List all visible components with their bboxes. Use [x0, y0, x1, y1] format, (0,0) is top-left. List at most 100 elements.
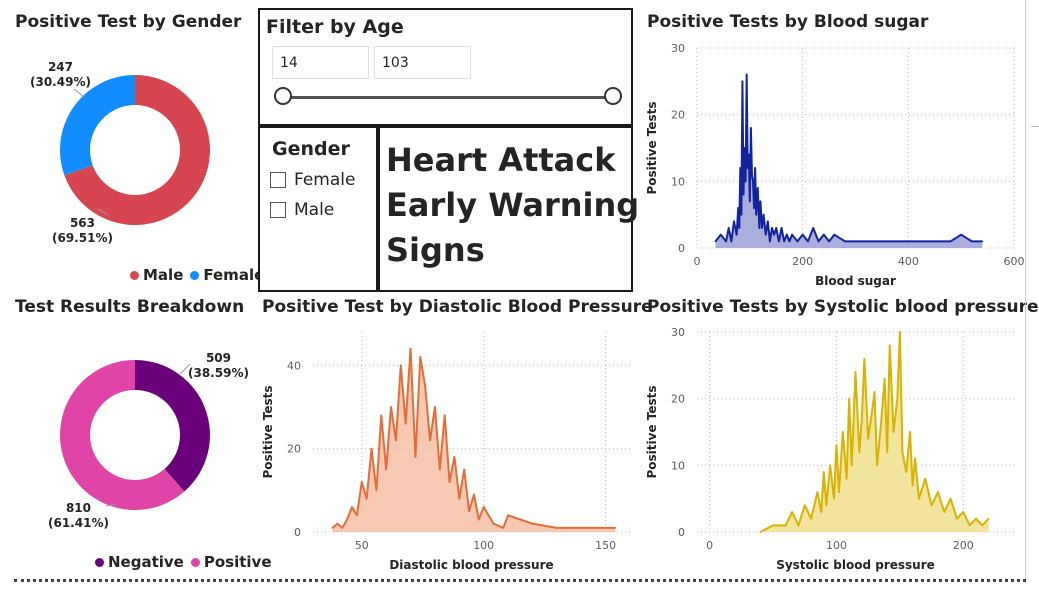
- blood-sugar-point: [752, 180, 754, 183]
- blood-sugar-point: [747, 153, 750, 156]
- diastolic-point: [453, 456, 456, 458]
- age-slider-track[interactable]: [284, 96, 616, 99]
- systolic-point: [848, 397, 850, 400]
- age-slider-max-handle[interactable]: [604, 87, 622, 105]
- positive-slice-value: 810: [65, 501, 91, 515]
- blood-sugar-chart-title: Positive Tests by Blood sugar: [647, 12, 929, 32]
- systolic-chart[interactable]: 0 10 20 30 0 100 200 Systolic blood pressure Pos…: [640, 320, 1025, 578]
- blood-sugar-chart[interactable]: 0 10 20 30 0 200 400 600 Blood sugar Positive Tes…: [640, 36, 1025, 294]
- age-slider-min-handle[interactable]: [274, 87, 292, 105]
- systolic-point: [823, 471, 825, 473]
- diastolic-area: [332, 348, 616, 532]
- systolic-point: [876, 464, 878, 467]
- female-leader-line: [73, 88, 85, 98]
- blood-sugar-point: [949, 240, 952, 243]
- systolic-point: [914, 457, 916, 460]
- blood-sugar-point: [907, 240, 910, 243]
- systolic-point: [896, 397, 899, 400]
- systolic-point: [962, 511, 965, 513]
- diastolic-point: [556, 527, 558, 529]
- blood-sugar-point: [960, 233, 962, 236]
- female-checkbox[interactable]: [270, 172, 286, 188]
- gender-filter-panel: Gender Female Male: [258, 126, 378, 292]
- systolic-point: [854, 371, 857, 373]
- blood-sugar-point: [719, 233, 722, 236]
- positive-leader-line: [105, 503, 117, 507]
- headline-line-1: Heart Attack: [386, 141, 616, 179]
- diastolic-chart[interactable]: 0 20 40 50 100 150 Diastolic blood pressure Pos…: [256, 320, 636, 578]
- blood-sugar-area: [715, 74, 983, 248]
- gender-chart-title: Positive Test by Gender: [15, 12, 242, 32]
- results-positive-slice[interactable]: [60, 360, 185, 510]
- blood-sugar-point: [755, 213, 757, 216]
- systolic-point: [905, 471, 908, 473]
- male-checkbox[interactable]: [270, 202, 286, 218]
- gender-female-slice[interactable]: [60, 75, 135, 176]
- blood-sugar-point: [786, 233, 788, 236]
- blood-sugar-point: [735, 233, 738, 236]
- diastolic-point: [473, 493, 475, 496]
- blood-sugar-point: [744, 180, 747, 183]
- blood-sugar-point: [737, 207, 740, 209]
- blood-sugar-point: [928, 240, 931, 243]
- diastolic-point: [360, 481, 363, 483]
- systolic-x-tick-label: 0: [706, 539, 713, 552]
- blood-sugar-x-tick-label: 200: [792, 255, 813, 268]
- systolic-point: [816, 491, 819, 493]
- gender-option-female[interactable]: Female: [270, 170, 355, 190]
- blood-sugar-point: [725, 240, 727, 243]
- diastolic-point: [414, 456, 417, 458]
- blood-sugar-point: [756, 187, 759, 189]
- blood-sugar-point: [761, 227, 763, 229]
- systolic-point: [845, 477, 848, 480]
- systolic-point: [924, 477, 927, 480]
- blood-sugar-point: [727, 227, 730, 229]
- age-min-input[interactable]: 14: [272, 46, 369, 79]
- systolic-y-tick-label: 10: [671, 459, 685, 472]
- diastolic-point: [385, 468, 387, 471]
- diastolic-x-tick-label: 100: [473, 539, 494, 552]
- diastolic-point: [492, 522, 495, 525]
- diastolic-point: [482, 506, 485, 508]
- blood-sugar-point: [739, 167, 742, 169]
- headline-line-2: Early Warning: [386, 186, 640, 224]
- blood-sugar-point: [796, 240, 799, 243]
- gender-option-male[interactable]: Male: [270, 200, 334, 220]
- diastolic-point: [409, 347, 412, 350]
- blood-sugar-series-line: [714, 73, 983, 243]
- gender-male-slice[interactable]: [64, 75, 210, 225]
- positive-slice-label: 810 (61.41%): [48, 501, 109, 531]
- diastolic-point: [370, 447, 373, 450]
- diastolic-point: [395, 439, 397, 442]
- blood-sugar-point: [823, 233, 825, 236]
- blood-sugar-point: [844, 240, 846, 243]
- systolic-point: [825, 504, 828, 507]
- results-donut-chart[interactable]: [40, 340, 240, 540]
- gender-donut-chart[interactable]: [40, 55, 240, 255]
- age-max-input[interactable]: 103: [374, 46, 471, 79]
- blood-sugar-x-axis-title: Blood sugar: [815, 274, 896, 288]
- headline-text: Heart Attack Early Warning Signs: [386, 138, 640, 273]
- blood-sugar-y-axis-title: Positive Tests: [645, 101, 659, 194]
- blood-sugar-x-tick-label: 400: [898, 255, 919, 268]
- diastolic-y-axis-title: Positive Tests: [261, 385, 275, 478]
- systolic-point: [968, 524, 971, 527]
- results-negative-slice[interactable]: [135, 360, 211, 492]
- blood-sugar-point: [758, 227, 761, 229]
- diastolic-y-tick-label: 20: [287, 443, 301, 456]
- blood-sugar-point: [778, 240, 780, 243]
- male-slice-label: 563 (69.51%): [52, 216, 113, 246]
- female-legend-dot: [190, 270, 200, 280]
- blood-sugar-point: [886, 240, 888, 243]
- gender-filter-title: Gender: [272, 138, 350, 160]
- diastolic-point: [399, 364, 402, 367]
- systolic-point: [975, 517, 977, 520]
- diastolic-point: [331, 527, 334, 529]
- blood-sugar-point: [783, 240, 785, 243]
- systolic-point: [803, 504, 806, 507]
- blood-sugar-x-tick-label: 600: [1004, 255, 1025, 268]
- male-slice-percent: (69.51%): [52, 231, 113, 245]
- blood-sugar-point: [981, 240, 984, 243]
- systolic-y-tick-label: 20: [671, 393, 685, 406]
- diastolic-point: [478, 518, 480, 521]
